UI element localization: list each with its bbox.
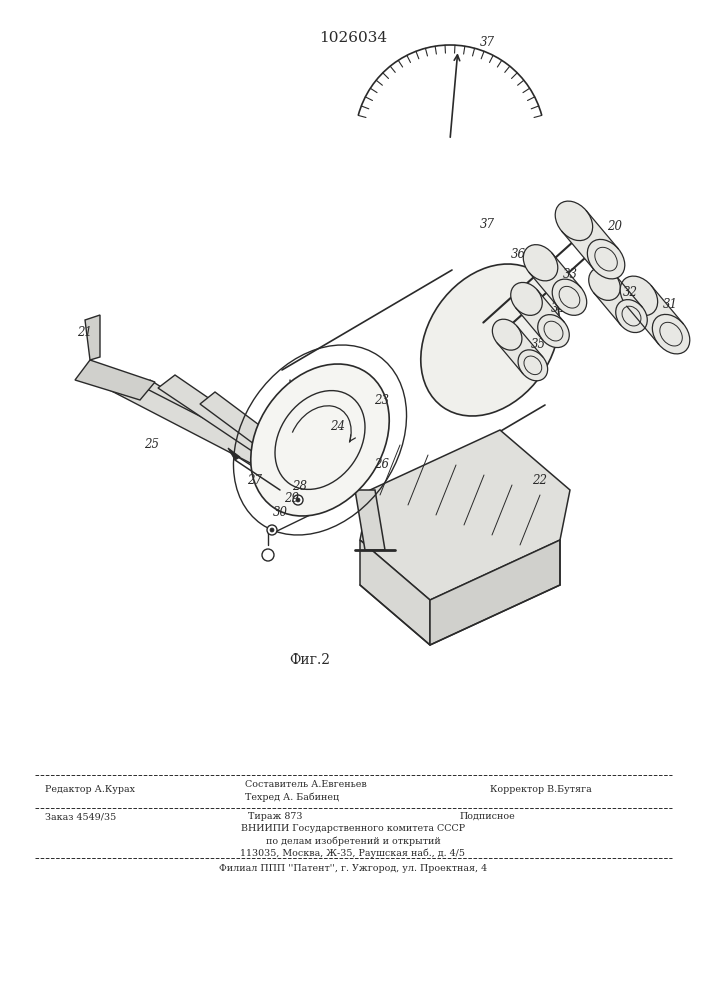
- Ellipse shape: [251, 364, 390, 516]
- Polygon shape: [360, 540, 430, 645]
- Ellipse shape: [620, 276, 658, 316]
- Ellipse shape: [492, 319, 522, 350]
- Circle shape: [262, 549, 274, 561]
- Polygon shape: [85, 315, 100, 360]
- Circle shape: [296, 498, 300, 502]
- Polygon shape: [497, 326, 543, 374]
- Text: 30: 30: [272, 506, 288, 518]
- Polygon shape: [75, 360, 155, 400]
- Text: 27: 27: [247, 474, 262, 487]
- Polygon shape: [158, 375, 325, 490]
- Ellipse shape: [518, 350, 548, 381]
- Text: ВНИИПИ Государственного комитета СССР: ВНИИПИ Государственного комитета СССР: [241, 824, 465, 833]
- Text: 24: 24: [330, 420, 346, 434]
- Text: 28: 28: [293, 480, 308, 492]
- Text: Заказ 4549/35: Заказ 4549/35: [45, 812, 116, 821]
- Text: Фиг.2: Фиг.2: [289, 653, 330, 667]
- Ellipse shape: [552, 279, 587, 315]
- Polygon shape: [360, 430, 570, 600]
- Circle shape: [267, 525, 277, 535]
- Text: 113035, Москва, Ж-35, Раушская наб., д. 4/5: 113035, Москва, Ж-35, Раушская наб., д. …: [240, 848, 465, 857]
- Polygon shape: [516, 290, 564, 340]
- Ellipse shape: [616, 300, 648, 333]
- Text: 22: 22: [532, 474, 547, 487]
- Text: Техред А. Бабинец: Техред А. Бабинец: [245, 793, 339, 802]
- Polygon shape: [561, 211, 619, 269]
- Ellipse shape: [555, 201, 592, 241]
- Text: 21: 21: [78, 326, 93, 338]
- Ellipse shape: [653, 314, 690, 354]
- Polygon shape: [430, 540, 560, 645]
- Ellipse shape: [523, 245, 558, 281]
- Polygon shape: [626, 286, 684, 344]
- Text: Редактор А.Курах: Редактор А.Курах: [45, 785, 135, 794]
- Text: 25: 25: [144, 438, 160, 452]
- Text: Составитель А.Евгеньев: Составитель А.Евгеньев: [245, 780, 367, 789]
- Ellipse shape: [421, 264, 559, 416]
- Polygon shape: [228, 448, 240, 460]
- Polygon shape: [200, 392, 322, 484]
- Text: Корректор В.Бутяга: Корректор В.Бутяга: [490, 785, 592, 794]
- Text: 37: 37: [479, 219, 494, 232]
- Ellipse shape: [589, 267, 620, 300]
- Polygon shape: [140, 380, 310, 495]
- Circle shape: [293, 495, 303, 505]
- Text: 37: 37: [480, 36, 495, 49]
- Text: 35: 35: [530, 338, 546, 352]
- Text: по делам изобретений и открытий: по делам изобретений и открытий: [266, 836, 440, 846]
- Text: 26: 26: [375, 458, 390, 472]
- Text: 32: 32: [622, 286, 638, 298]
- Text: 1026034: 1026034: [319, 31, 387, 45]
- Text: 29: 29: [284, 491, 300, 504]
- Text: Филиал ППП ''Патент'', г. Ужгород, ул. Проектная, 4: Филиал ППП ''Патент'', г. Ужгород, ул. П…: [219, 864, 487, 873]
- Text: 31: 31: [662, 298, 677, 312]
- Polygon shape: [355, 490, 385, 550]
- Text: 33: 33: [563, 267, 578, 280]
- Text: 20: 20: [607, 221, 622, 233]
- Polygon shape: [100, 370, 295, 480]
- Polygon shape: [594, 275, 642, 325]
- Circle shape: [270, 528, 274, 532]
- Text: Тираж 873: Тираж 873: [248, 812, 303, 821]
- Text: 23: 23: [375, 393, 390, 406]
- Ellipse shape: [588, 239, 625, 279]
- Ellipse shape: [538, 315, 569, 348]
- Polygon shape: [529, 253, 581, 307]
- Text: 34: 34: [551, 302, 566, 314]
- Text: 36: 36: [510, 248, 525, 261]
- Text: Подписное: Подписное: [460, 812, 515, 821]
- Ellipse shape: [510, 282, 542, 315]
